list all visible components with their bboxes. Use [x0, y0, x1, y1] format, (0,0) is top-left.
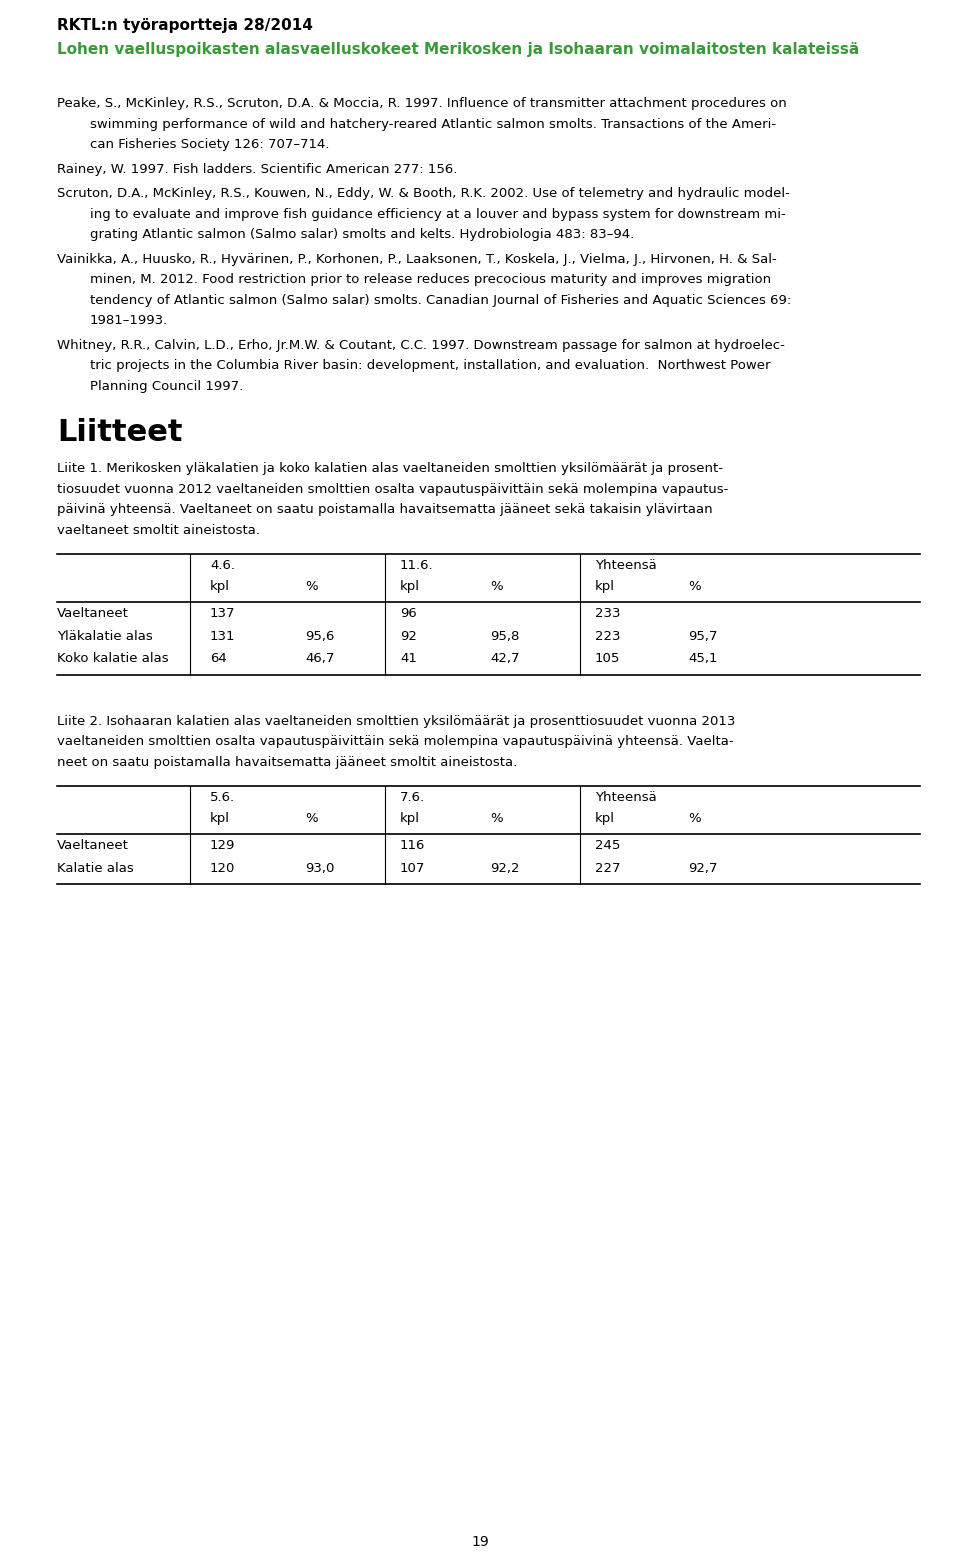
Text: tric projects in the Columbia River basin: development, installation, and evalua: tric projects in the Columbia River basi… — [90, 359, 771, 372]
Text: Liitteet: Liitteet — [57, 419, 182, 447]
Text: grating Atlantic salmon (⁠Salmo salar⁠) smolts and kelts. ⁠Hydrobiologia⁠ 483: 8: grating Atlantic salmon (⁠Salmo salar⁠) … — [90, 229, 635, 241]
Text: Lohen vaelluspoikasten alasvaelluskokeet Merikosken ja Isohaaran voimalaitosten : Lohen vaelluspoikasten alasvaelluskokeet… — [57, 42, 859, 58]
Text: 245: 245 — [595, 839, 620, 853]
Text: 45,1: 45,1 — [688, 652, 717, 664]
Text: Whitney, R.R., Calvin, L.D., Erho, Jr.M.W. & Coutant, C.C. 1997. Downstream pass: Whitney, R.R., Calvin, L.D., Erho, Jr.M.… — [57, 339, 785, 352]
Text: 137: 137 — [210, 607, 235, 619]
Text: Kalatie alas: Kalatie alas — [57, 862, 133, 874]
Text: Yhteensä: Yhteensä — [595, 790, 657, 804]
Text: 41: 41 — [400, 652, 417, 664]
Text: 95,8: 95,8 — [490, 630, 519, 643]
Text: tiosuudet vuonna 2012 vaeltaneiden smolttien osalta vapautuspäivittäin sekä mole: tiosuudet vuonna 2012 vaeltaneiden smolt… — [57, 482, 729, 495]
Text: %: % — [688, 812, 701, 825]
Text: %: % — [305, 812, 318, 825]
Text: Rainey, W. 1997. Fish ladders. Scientific American 277: 156.: Rainey, W. 1997. Fish ladders. Scientifi… — [57, 162, 457, 176]
Text: kpl: kpl — [210, 812, 230, 825]
Text: Yhteensä: Yhteensä — [595, 559, 657, 573]
Text: Liite 2. Isohaaran kalatien alas vaeltaneiden smolttien yksilömäärät ja prosentt: Liite 2. Isohaaran kalatien alas vaeltan… — [57, 714, 735, 728]
Text: 5.6.: 5.6. — [210, 790, 235, 804]
Text: 92: 92 — [400, 630, 417, 643]
Text: RKTL:n työraportteja 28/2014: RKTL:n työraportteja 28/2014 — [57, 19, 313, 33]
Text: päivinä yhteensä. Vaeltaneet on saatu poistamalla havaitsematta jääneet sekä tak: päivinä yhteensä. Vaeltaneet on saatu po… — [57, 503, 712, 517]
Text: can Fisheries Society⁠ 126: 707–714.: can Fisheries Society⁠ 126: 707–714. — [90, 138, 329, 151]
Text: vaeltaneet smoltit aineistosta.: vaeltaneet smoltit aineistosta. — [57, 523, 260, 537]
Text: 131: 131 — [210, 630, 235, 643]
Text: 120: 120 — [210, 862, 235, 874]
Text: 92,7: 92,7 — [688, 862, 717, 874]
Text: Vaeltaneet: Vaeltaneet — [57, 607, 129, 619]
Text: 116: 116 — [400, 839, 425, 853]
Text: Vaeltaneet: Vaeltaneet — [57, 839, 129, 853]
Text: 93,0: 93,0 — [305, 862, 334, 874]
Text: Koko kalatie alas: Koko kalatie alas — [57, 652, 169, 664]
Text: Vainikka, A., Huusko, R., Hyvärinen, P., Korhonen, P., Laaksonen, T., Koskela, J: Vainikka, A., Huusko, R., Hyvärinen, P.,… — [57, 252, 777, 266]
Text: Planning Council 1997.: Planning Council 1997. — [90, 380, 243, 392]
Text: tendency of Atlantic salmon (⁠Salmo salar⁠) smolts. ⁠Canadian Journal of Fisheri: tendency of Atlantic salmon (⁠Salmo sala… — [90, 294, 791, 307]
Text: Liite 1. Merikosken yläkalatien ja koko kalatien alas vaeltaneiden smolttien yks: Liite 1. Merikosken yläkalatien ja koko … — [57, 462, 723, 475]
Text: 227: 227 — [595, 862, 620, 874]
Text: kpl: kpl — [595, 812, 615, 825]
Text: kpl: kpl — [400, 579, 420, 593]
Text: 107: 107 — [400, 862, 425, 874]
Text: 7.6.: 7.6. — [400, 790, 425, 804]
Text: kpl: kpl — [595, 579, 615, 593]
Text: ing to evaluate and improve fish guidance efficiency at a louver and bypass syst: ing to evaluate and improve fish guidanc… — [90, 207, 785, 221]
Text: %: % — [688, 579, 701, 593]
Text: 223: 223 — [595, 630, 620, 643]
Text: swimming performance of wild and hatchery-reared Atlantic salmon smolts. ⁠Transa: swimming performance of wild and hatcher… — [90, 118, 776, 131]
Text: 1981–1993.: 1981–1993. — [90, 314, 168, 327]
Text: neet on saatu poistamalla havaitsematta jääneet smoltit aineistosta.: neet on saatu poistamalla havaitsematta … — [57, 756, 517, 769]
Text: 92,2: 92,2 — [490, 862, 519, 874]
Text: %: % — [490, 579, 503, 593]
Text: kpl: kpl — [210, 579, 230, 593]
Text: kpl: kpl — [400, 812, 420, 825]
Text: 46,7: 46,7 — [305, 652, 334, 664]
Text: 233: 233 — [595, 607, 620, 619]
Text: 129: 129 — [210, 839, 235, 853]
Text: Peake, S., McKinley, R.S., Scruton, D.A. & Moccia, R. 1997. Influence of transmi: Peake, S., McKinley, R.S., Scruton, D.A.… — [57, 96, 787, 110]
Text: Yläkalatie alas: Yläkalatie alas — [57, 630, 153, 643]
Text: 95,6: 95,6 — [305, 630, 334, 643]
Text: 42,7: 42,7 — [490, 652, 519, 664]
Text: 95,7: 95,7 — [688, 630, 717, 643]
Text: 19: 19 — [471, 1536, 489, 1550]
Text: 4.6.: 4.6. — [210, 559, 235, 573]
Text: minen, M. 2012. Food restriction prior to release reduces precocious maturity an: minen, M. 2012. Food restriction prior t… — [90, 272, 771, 286]
Text: %: % — [305, 579, 318, 593]
Text: %: % — [490, 812, 503, 825]
Text: 105: 105 — [595, 652, 620, 664]
Text: 64: 64 — [210, 652, 227, 664]
Text: Scruton, D.A., McKinley, R.S., Kouwen, N., Eddy, W. & Booth, R.K. 2002. Use of t: Scruton, D.A., McKinley, R.S., Kouwen, N… — [57, 187, 790, 201]
Text: vaeltaneiden smolttien osalta vapautuspäivittäin sekä molempina vapautuspäivinä : vaeltaneiden smolttien osalta vapautuspä… — [57, 734, 733, 748]
Text: 11.6.: 11.6. — [400, 559, 434, 573]
Text: 96: 96 — [400, 607, 417, 619]
